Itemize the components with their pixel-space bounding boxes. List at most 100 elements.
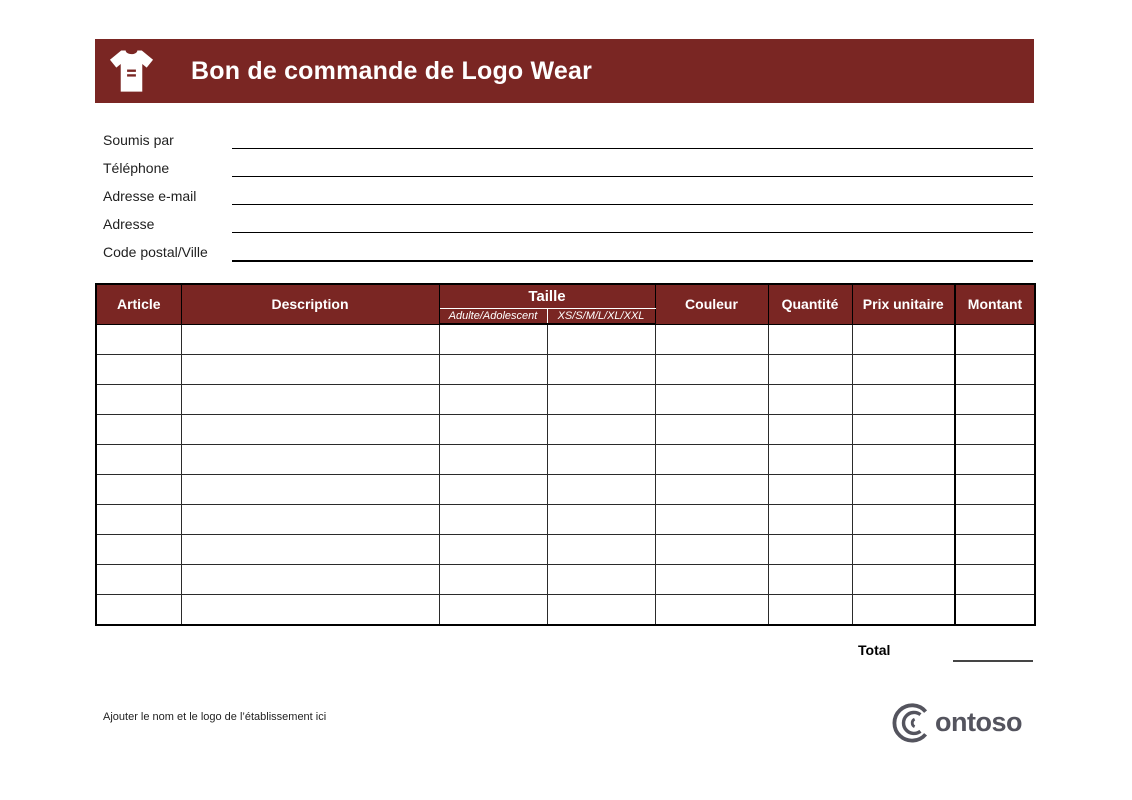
table-cell[interactable]: [767, 504, 853, 535]
footer-note: Ajouter le nom et le logo de l’établisse…: [103, 711, 327, 723]
table-cell[interactable]: [767, 534, 853, 565]
field-input-telephone[interactable]: [232, 176, 1033, 177]
table-cell[interactable]: [180, 323, 440, 355]
table-cell[interactable]: [180, 384, 440, 415]
table-row: [95, 594, 1036, 626]
table-cell[interactable]: [654, 354, 769, 385]
table-cell[interactable]: [438, 564, 548, 595]
table-cell[interactable]: [851, 444, 956, 475]
table-cell[interactable]: [654, 323, 769, 355]
table-cell[interactable]: [654, 534, 769, 565]
table-cell[interactable]: [180, 354, 440, 385]
table-cell[interactable]: [95, 444, 182, 475]
table-cell[interactable]: [954, 323, 1036, 355]
table-row: [95, 564, 1036, 595]
table-cell[interactable]: [954, 474, 1036, 505]
table-cell[interactable]: [438, 474, 548, 505]
table-cell[interactable]: [954, 354, 1036, 385]
table-cell[interactable]: [546, 564, 656, 595]
table-cell[interactable]: [546, 534, 656, 565]
table-cell[interactable]: [180, 414, 440, 445]
table-cell[interactable]: [851, 384, 956, 415]
field-input-adresse[interactable]: [232, 232, 1033, 233]
table-cell[interactable]: [546, 474, 656, 505]
table-cell[interactable]: [546, 444, 656, 475]
table-cell[interactable]: [95, 384, 182, 415]
table-cell[interactable]: [654, 384, 769, 415]
table-cell[interactable]: [767, 474, 853, 505]
table-cell[interactable]: [180, 474, 440, 505]
table-cell[interactable]: [95, 323, 182, 355]
table-cell[interactable]: [180, 564, 440, 595]
table-cell[interactable]: [767, 384, 853, 415]
table-cell[interactable]: [851, 414, 956, 445]
table-cell[interactable]: [438, 444, 548, 475]
table-cell[interactable]: [180, 534, 440, 565]
table-cell[interactable]: [654, 564, 769, 595]
table-cell[interactable]: [654, 474, 769, 505]
table-cell[interactable]: [180, 444, 440, 475]
table-cell[interactable]: [767, 444, 853, 475]
table-cell[interactable]: [851, 534, 956, 565]
table-cell[interactable]: [180, 594, 440, 626]
table-cell[interactable]: [767, 323, 853, 355]
table-cell[interactable]: [95, 354, 182, 385]
table-cell[interactable]: [954, 384, 1036, 415]
col-header-couleur: Couleur: [654, 283, 769, 325]
table-cell[interactable]: [954, 444, 1036, 475]
table-cell[interactable]: [438, 354, 548, 385]
table-cell[interactable]: [851, 504, 956, 535]
table-cell[interactable]: [954, 564, 1036, 595]
field-input-soumis-par[interactable]: [232, 148, 1033, 149]
table-cell[interactable]: [438, 534, 548, 565]
total-input-line[interactable]: [953, 644, 1033, 662]
table-cell[interactable]: [546, 504, 656, 535]
table-cell[interactable]: [851, 474, 956, 505]
table-cell[interactable]: [95, 474, 182, 505]
table-cell[interactable]: [654, 504, 769, 535]
order-table-body: [95, 323, 1036, 626]
field-label-code-postal-ville: Code postal/Ville: [103, 244, 208, 260]
table-cell[interactable]: [767, 564, 853, 595]
table-cell[interactable]: [438, 504, 548, 535]
table-cell[interactable]: [954, 414, 1036, 445]
table-header-row-sub: Adulte/Adolescent XS/S/M/L/XL/XXL: [96, 308, 1035, 325]
table-cell[interactable]: [954, 504, 1036, 535]
table-cell[interactable]: [767, 594, 853, 626]
table-cell[interactable]: [95, 564, 182, 595]
table-cell[interactable]: [954, 534, 1036, 565]
table-cell[interactable]: [767, 414, 853, 445]
contoso-c-icon: [892, 699, 934, 745]
table-row: [95, 444, 1036, 475]
field-input-code-postal-ville[interactable]: [232, 260, 1033, 262]
table-cell[interactable]: [438, 384, 548, 415]
table-cell[interactable]: [438, 414, 548, 445]
col-header-montant: Montant: [954, 283, 1036, 325]
table-cell[interactable]: [851, 564, 956, 595]
table-cell[interactable]: [546, 594, 656, 626]
table-cell[interactable]: [851, 594, 956, 626]
table-cell[interactable]: [180, 504, 440, 535]
table-cell[interactable]: [654, 444, 769, 475]
total-label: Total: [858, 642, 891, 658]
table-cell[interactable]: [851, 323, 956, 355]
table-cell[interactable]: [95, 504, 182, 535]
col-header-taille-adulte-adolescent: Adulte/Adolescent: [438, 308, 548, 325]
table-cell[interactable]: [654, 594, 769, 626]
table-cell[interactable]: [438, 323, 548, 355]
table-cell[interactable]: [851, 354, 956, 385]
table-cell[interactable]: [546, 323, 656, 355]
table-cell[interactable]: [438, 594, 548, 626]
table-cell[interactable]: [95, 414, 182, 445]
table-cell[interactable]: [654, 414, 769, 445]
table-cell[interactable]: [767, 354, 853, 385]
field-label-adresse: Adresse: [103, 216, 155, 232]
field-input-adresse-email[interactable]: [232, 204, 1033, 205]
table-cell[interactable]: [546, 384, 656, 415]
col-header-taille: Taille: [438, 283, 656, 309]
table-cell[interactable]: [546, 354, 656, 385]
table-cell[interactable]: [954, 594, 1036, 626]
table-cell[interactable]: [95, 534, 182, 565]
table-cell[interactable]: [95, 594, 182, 626]
table-cell[interactable]: [546, 414, 656, 445]
